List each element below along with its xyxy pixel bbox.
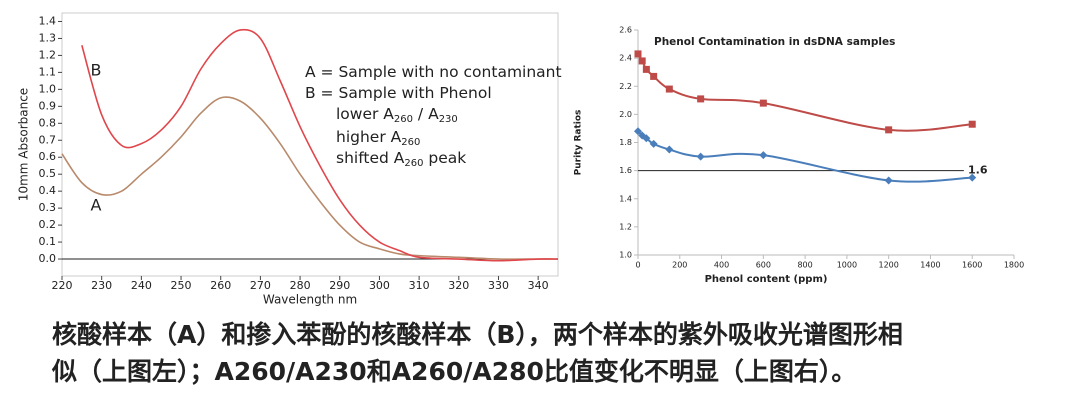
x-tick-label: 270 (250, 279, 271, 292)
x-tick-label: 1000 (837, 261, 857, 270)
note-part: lower A (336, 105, 394, 123)
x-tick-label: 1800 (1004, 261, 1024, 270)
x-tick-label: 600 (756, 261, 771, 270)
reference-label: 1.6 (968, 164, 988, 177)
y-tick-label: 0.0 (39, 252, 57, 265)
note: B = Sample with Phenol (305, 84, 492, 102)
series-line (637, 53, 973, 132)
caption: 核酸样本（A）和掺入苯酚的核酸样本（B），两个样本的紫外吸收光谱图形相 (52, 320, 903, 349)
y-tick-label: 1.4 (39, 14, 57, 27)
marker (649, 139, 658, 148)
y-tick-label: 1.8 (619, 138, 632, 147)
y-tick-label: 0.4 (39, 184, 57, 197)
note-part: shifted A (336, 149, 405, 167)
marker (696, 152, 705, 161)
y-tick-label: 1.0 (619, 251, 632, 260)
x-tick-label: 280 (290, 279, 311, 292)
x-tick-label: 240 (131, 279, 152, 292)
x-axis-label: Phenol content (ppm) (705, 274, 828, 285)
y-tick-label: 1.2 (39, 48, 57, 61)
note-part: 260 (404, 158, 423, 169)
x-tick-label: 800 (797, 261, 812, 270)
y-tick-label: 2.4 (619, 54, 632, 63)
y-tick-label: 1.0 (39, 82, 57, 95)
x-tick-label: 250 (171, 279, 192, 292)
x-tick-label: 290 (329, 279, 350, 292)
y-tick-label: 0.6 (39, 150, 57, 163)
marker (642, 134, 651, 143)
note: lower A260 / A230 (336, 105, 458, 126)
marker (650, 72, 658, 80)
y-tick-label: 0.2 (39, 218, 57, 231)
note-part: / A (413, 105, 439, 123)
x-tick-label: 400 (714, 261, 729, 270)
y-tick-label: 0.8 (39, 116, 57, 129)
x-axis-label: Wavelength nm (263, 293, 357, 307)
note-part: 230 (439, 114, 458, 125)
marker (634, 127, 642, 136)
y-axis-label: 10mm Absorbance (17, 88, 31, 201)
marker (885, 126, 893, 134)
note-part: B = Sample with Phenol (305, 84, 492, 102)
marker (665, 145, 674, 154)
y-tick-label: 0.7 (39, 133, 57, 146)
y-tick-label: 1.4 (619, 194, 632, 203)
y-tick-label: 2.2 (619, 82, 632, 91)
chart: 1.0 1.2 1.4 1.6 1.8 2.0 2.2 2.4 2.6 0 200 400 600 800… (574, 26, 1025, 286)
x-tick-label: 340 (528, 279, 549, 292)
x-tick-label: 1600 (962, 261, 982, 270)
series-line (637, 130, 973, 183)
x-tick-label: 260 (210, 279, 231, 292)
marker (665, 85, 673, 93)
x-tick-label: 300 (369, 279, 390, 292)
x-tick-label: 310 (409, 279, 430, 292)
y-tick-label: 1.6 (619, 166, 632, 175)
y-tick-label: 0.5 (39, 167, 57, 180)
marker (759, 151, 768, 160)
note-part: higher A (336, 128, 402, 146)
note: higher A260 (336, 128, 420, 149)
y-tick-label: 2.0 (619, 110, 632, 119)
marker (759, 99, 767, 107)
x-tick-label: 220 (52, 279, 73, 292)
note: A = Sample with no contaminant (305, 63, 562, 81)
x-tick-label: 320 (448, 279, 469, 292)
y-tick-label: 0.1 (39, 235, 57, 248)
y-tick-label: 1.1 (39, 65, 57, 78)
x-tick-label: 200 (672, 261, 687, 270)
y-tick-label: 1.3 (39, 31, 57, 44)
y-axis-label: Purity Ratios (574, 110, 584, 176)
y-tick-label: 0.3 (39, 201, 57, 214)
y-tick-label: 0.9 (39, 99, 57, 112)
x-tick-label: 1400 (920, 261, 940, 270)
marker (968, 120, 976, 128)
x-tick-label: 0 (635, 261, 640, 270)
note-part: A = Sample with no contaminant (305, 63, 562, 81)
caption: 似（上图左）；A260/A230和A260/A280比值变化不明显（上图右）。 (51, 357, 856, 386)
marker (642, 65, 650, 73)
x-tick-label: 230 (91, 279, 112, 292)
x-tick-label: 330 (488, 279, 509, 292)
note-part: 260 (394, 114, 413, 125)
series-label: B (91, 61, 102, 80)
chart: 0.0 0.1 0.2 0.3 0.4 0.5 0.6 0.7 0.8 0.9 1.0 1.1 1.2 1… (17, 12, 562, 307)
note-part: 260 (401, 137, 420, 148)
marker (884, 176, 893, 185)
marker (968, 173, 977, 182)
marker (697, 95, 705, 103)
series-line (61, 96, 558, 260)
y-tick-label: 1.2 (619, 222, 632, 231)
marker (634, 50, 642, 58)
x-tick-label: 1200 (878, 261, 898, 270)
note-part: peak (423, 149, 466, 167)
note: shifted A260 peak (336, 149, 466, 170)
plot-frame (61, 12, 559, 277)
series-line (81, 28, 559, 262)
series-label: A (91, 196, 102, 215)
marker (638, 57, 646, 65)
y-tick-label: 2.6 (619, 26, 632, 35)
chart-title: Phenol Contamination in dsDNA samples (654, 36, 895, 48)
